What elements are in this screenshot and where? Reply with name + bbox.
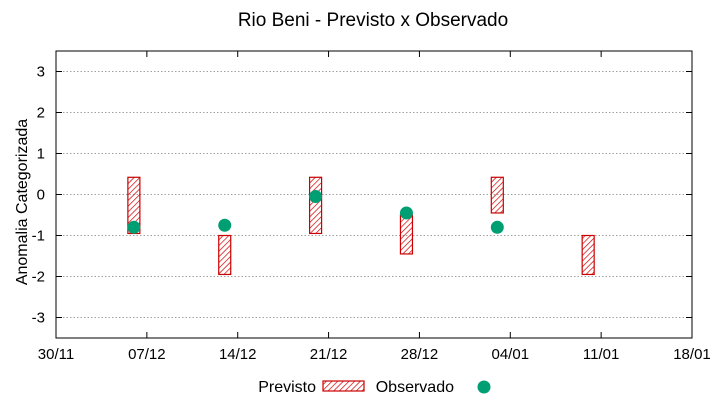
previsto-range-box [490,176,504,214]
ytick-label: -1 [32,228,45,245]
observado-point [127,220,141,234]
legend: Previsto Observado [258,379,491,396]
ytick-label: -3 [32,310,45,327]
gridlines [56,71,692,318]
axis-ticks [55,51,693,338]
xtick-label: 11/01 [583,346,619,363]
xtick-label: 04/01 [492,346,530,363]
xtick-label: 14/12 [219,346,257,363]
previsto-range-box [218,234,232,276]
legend-label-observado: Observado [376,379,454,396]
observado-point [399,206,413,220]
series-previsto [127,176,595,276]
observado-point [490,220,504,234]
series-observado [127,190,504,234]
legend-label-previsto: Previsto [258,379,316,396]
xtick-label: 28/12 [401,346,439,363]
xtick-label: 30/11 [38,346,74,363]
ytick-label: 1 [37,146,45,163]
ytick-label: 0 [37,187,45,204]
y-tick-labels: 3 2 1 0 -1 -2 -3 [32,64,45,327]
xtick-label: 21/12 [310,346,348,363]
ytick-label: -2 [32,269,45,286]
previsto-range-box [581,234,595,276]
observado-point [309,190,323,204]
ytick-label: 2 [37,105,45,122]
legend-swatch-observado [477,380,491,394]
observado-point [218,218,232,232]
x-tick-labels: 30/11 07/12 14/12 21/12 28/12 04/01 11/01 18/01 [38,346,711,363]
legend-swatch-previsto [322,380,365,392]
chart-title: Rio Beni - Previsto x Observado [238,10,508,31]
previsto-range-box [399,214,414,255]
ytick-label: 3 [37,64,45,81]
xtick-label: 18/01 [673,346,711,363]
previsto-range-box [308,176,323,235]
xtick-label: 07/12 [128,346,166,363]
y-axis-label: Anomalia Categorizada [14,119,31,285]
